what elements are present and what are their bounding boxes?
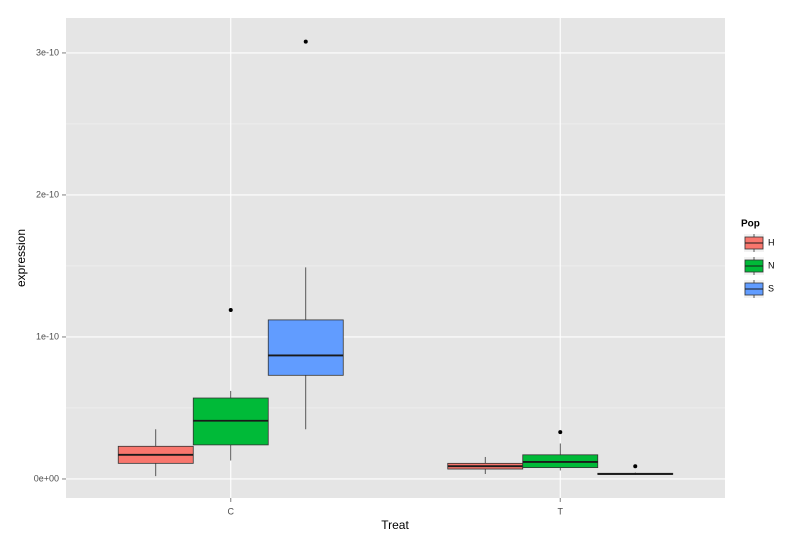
outlier <box>558 430 563 435</box>
x-tick-label: C <box>228 506 235 516</box>
legend-label: S <box>768 283 774 293</box>
y-tick-label: 3e-10 <box>36 47 59 57</box>
y-tick-label: 2e-10 <box>36 189 59 199</box>
x-axis-label: Treat <box>381 518 409 532</box>
legend-label: N <box>768 260 775 270</box>
x-tick-label: T <box>558 506 564 516</box>
outlier <box>228 307 233 312</box>
legend-label: H <box>768 237 775 247</box>
panel <box>66 18 725 498</box>
grid <box>66 18 725 498</box>
y-tick-label: 0e+00 <box>34 473 59 483</box>
box <box>267 319 344 376</box>
outlier <box>633 464 638 469</box>
y-tick-label: 1e-10 <box>36 331 59 341</box>
outlier <box>303 39 308 44</box>
legend-title: Pop <box>741 219 760 230</box>
marks <box>117 39 674 477</box>
y-axis-label: expression <box>14 229 28 287</box>
